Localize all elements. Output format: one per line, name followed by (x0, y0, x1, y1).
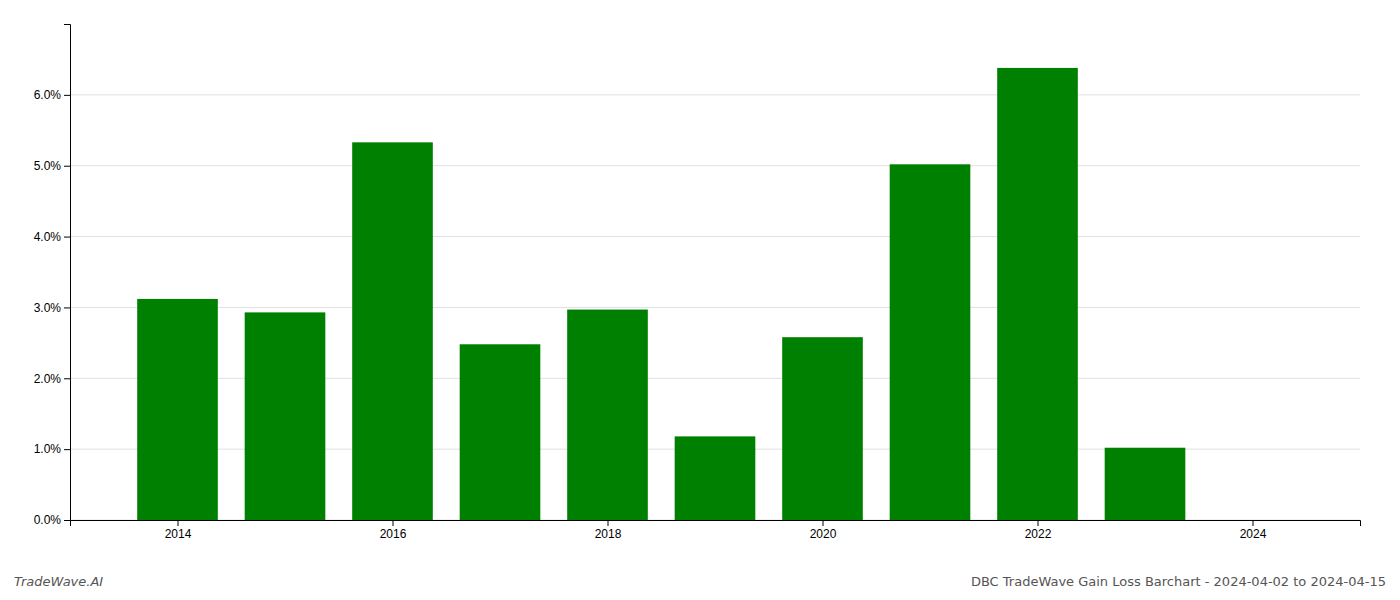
y-tick: 0.0% (34, 513, 70, 527)
x-tick: 2022 (1025, 520, 1052, 541)
y-tick-label: 6.0% (34, 88, 62, 102)
grid (70, 95, 1360, 520)
grid-line (70, 307, 1360, 308)
bar (245, 312, 326, 520)
y-tick-mark (64, 378, 70, 379)
bar (1105, 448, 1186, 520)
chart-container: 0.0% 1.0% 2.0% 3.0% 4.0% 5.0% 6.0% 2014 2016 2018… (0, 0, 1400, 600)
x-tick-mark (178, 520, 179, 526)
x-tick: 2014 (165, 520, 192, 541)
x-tick-mark (823, 520, 824, 526)
x-tick-mark (1253, 520, 1254, 526)
x-axis-line (71, 521, 1361, 527)
x-tick-label: 2022 (1025, 527, 1052, 541)
x-tick: 2016 (380, 520, 407, 541)
x-tick-label: 2024 (1240, 527, 1267, 541)
bar (890, 164, 971, 520)
grid-line (70, 165, 1360, 166)
x-tick-label: 2014 (165, 527, 192, 541)
watermark: TradeWave.AI (14, 574, 103, 589)
bar (567, 310, 648, 520)
x-tick: 2024 (1240, 520, 1267, 541)
y-tick: 4.0% (34, 230, 70, 244)
y-tick-label: 3.0% (34, 301, 62, 315)
chart-svg: 0.0% 1.0% 2.0% 3.0% 4.0% 5.0% 6.0% 2014 2016 2018… (0, 0, 1400, 600)
x-tick: 2018 (595, 520, 622, 541)
bar (782, 337, 863, 520)
y-axis-line (64, 25, 71, 521)
y-tick: 1.0% (34, 442, 70, 456)
y-tick-label: 5.0% (34, 159, 62, 173)
x-tick-mark (393, 520, 394, 526)
y-tick-mark (64, 95, 70, 96)
y-tick: 6.0% (34, 88, 70, 102)
y-tick-label: 4.0% (34, 230, 62, 244)
y-tick-mark (64, 237, 70, 238)
y-tick-label: 2.0% (34, 372, 62, 386)
grid-line (70, 236, 1360, 237)
y-tick-mark (64, 166, 70, 167)
x-tick-label: 2016 (380, 527, 407, 541)
bar (997, 68, 1078, 520)
bars (137, 68, 1185, 520)
y-tick-mark (64, 449, 70, 450)
plot-area: 0.0% 1.0% 2.0% 3.0% 4.0% 5.0% 6.0% 2014 2016 2018… (34, 25, 1361, 541)
bar (137, 299, 218, 520)
y-tick-label: 1.0% (34, 442, 62, 456)
title: DBC TradeWave Gain Loss Barchart - 2024-… (971, 574, 1386, 589)
y-tick-label: 0.0% (34, 513, 62, 527)
y-tick-mark (64, 520, 70, 521)
y-tick: 2.0% (34, 372, 70, 386)
bar (460, 344, 541, 520)
y-axis: 0.0% 1.0% 2.0% 3.0% 4.0% 5.0% 6.0% (34, 25, 71, 528)
grid-line (70, 94, 1360, 95)
x-tick-label: 2020 (810, 527, 837, 541)
y-tick: 5.0% (34, 159, 70, 173)
x-tick-label: 2018 (595, 527, 622, 541)
x-tick-mark (1038, 520, 1039, 526)
bar (675, 436, 756, 520)
x-tick: 2020 (810, 520, 837, 541)
y-tick: 3.0% (34, 301, 70, 315)
bar (352, 142, 433, 520)
x-tick-mark (608, 520, 609, 526)
y-tick-mark (64, 307, 70, 308)
x-axis: 2014 2016 2018 2020 2022 2024 (71, 520, 1361, 541)
